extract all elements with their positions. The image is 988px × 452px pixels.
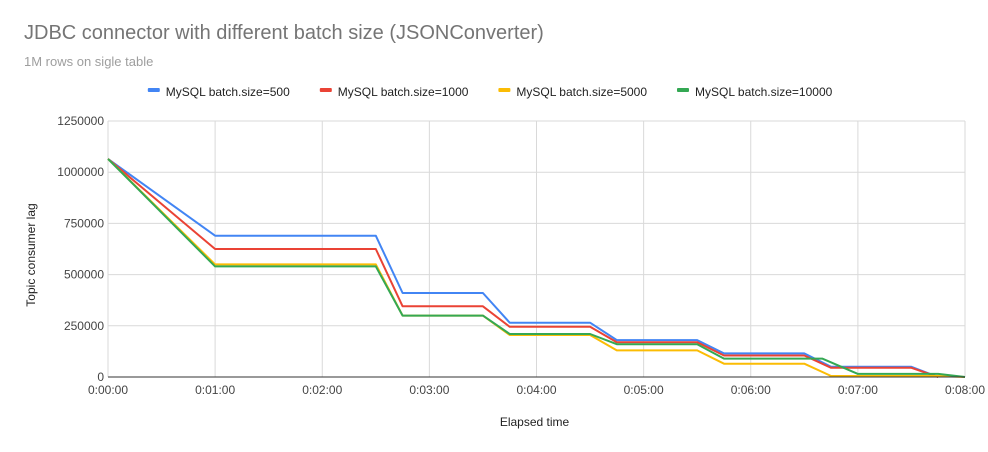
y-tick-label: 500000 [64, 268, 104, 282]
legend-swatch-1 [147, 88, 160, 92]
series-line-2 [107, 158, 939, 378]
x-tick-label: 0:03:00 [409, 383, 449, 397]
series-layer [107, 158, 966, 378]
axes: 0 250000 500000 750000 1000000 1250000 0:00:00… [24, 114, 985, 429]
legend-swatch-2 [319, 88, 332, 92]
x-tick-label: 0:07:00 [838, 383, 878, 397]
legend-swatch-3 [498, 88, 511, 92]
legend-label-2: MySQL batch.size=1000 [338, 85, 469, 99]
legend-swatch-4 [677, 88, 689, 92]
legend-label-1: MySQL batch.size=500 [166, 85, 290, 99]
grid [107, 120, 966, 377]
y-tick-label: 1000000 [57, 165, 104, 179]
x-tick-label: 0:05:00 [624, 383, 664, 397]
x-tick-label: 0:06:00 [731, 383, 771, 397]
y-tick-label: 1250000 [57, 114, 104, 128]
y-tick-label: 750000 [64, 216, 104, 230]
x-tick-label: 0:08:00 [945, 383, 985, 397]
y-tick-label: 0 [97, 370, 104, 384]
x-tick-label: 0:02:00 [302, 383, 342, 397]
y-tick-label: 250000 [64, 319, 104, 333]
chart-title: JDBC connector with different batch size… [24, 22, 544, 44]
y-axis-title: Topic consumer lag [24, 203, 38, 306]
legend-label-4: MySQL batch.size=10000 [695, 85, 833, 99]
x-tick-label: 0:00:00 [88, 383, 128, 397]
x-tick-label: 0:01:00 [195, 383, 235, 397]
series-line-4 [107, 158, 966, 378]
legend: MySQL batch.size=500 MySQL batch.size=100… [147, 85, 833, 99]
x-axis-title: Elapsed time [500, 415, 570, 429]
chart-subtitle: 1M rows on sigle table [24, 54, 154, 69]
x-tick-label: 0:04:00 [516, 383, 556, 397]
legend-label-3: MySQL batch.size=5000 [516, 85, 647, 99]
series-line-1 [107, 158, 939, 378]
